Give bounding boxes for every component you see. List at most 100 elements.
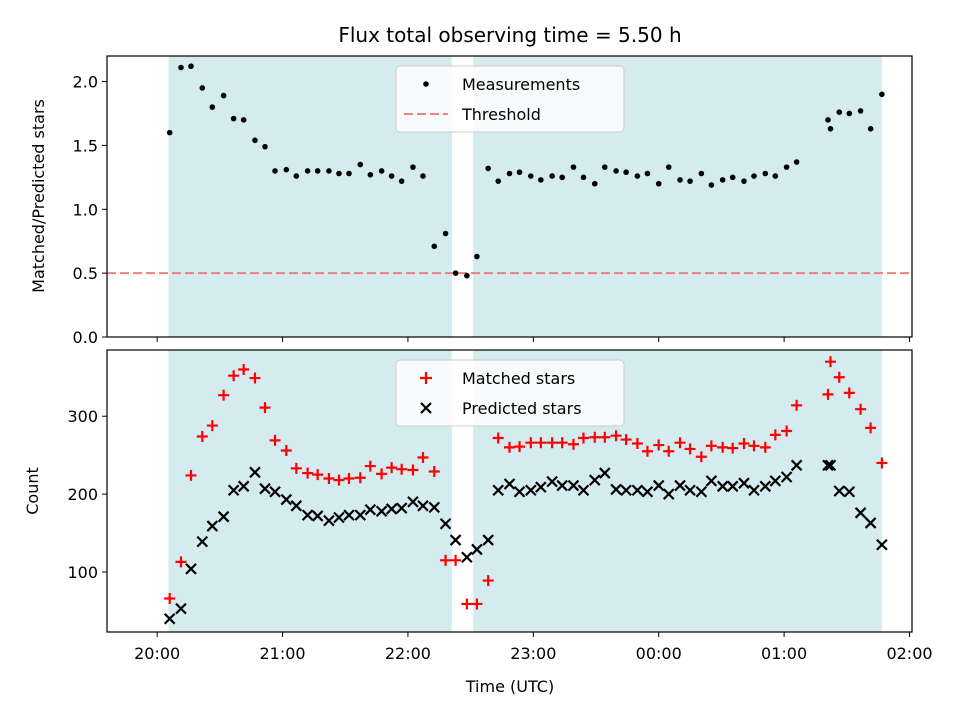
measurement-point — [516, 169, 523, 176]
measurement-point — [367, 171, 374, 178]
predicted-point — [588, 474, 601, 486]
x-tick-label: 20:00 — [134, 644, 180, 663]
predicted-point — [417, 500, 429, 512]
predicted-point — [790, 459, 803, 472]
matched-point — [876, 457, 888, 469]
matched-point — [228, 370, 240, 382]
matched-point — [302, 467, 314, 479]
measurement-point — [199, 85, 206, 91]
x-tick-label: 21:00 — [259, 644, 305, 663]
legend-label: Matched stars — [462, 369, 575, 388]
measurement-point — [178, 64, 184, 71]
matched-point — [269, 434, 281, 446]
predicted-point — [449, 534, 462, 546]
predicted-point — [824, 459, 837, 472]
predicted-point — [843, 486, 856, 498]
matched-point — [206, 420, 218, 432]
measurement-point — [825, 117, 831, 123]
predicted-point — [535, 481, 547, 493]
predicted-point — [705, 475, 718, 487]
axes-frame — [106, 55, 913, 338]
y-tick-label: 200 — [67, 485, 98, 504]
measurement-point — [464, 272, 470, 279]
predicted-point — [227, 484, 240, 496]
matched-point — [589, 431, 601, 443]
matched-point — [354, 472, 366, 484]
matched-point — [822, 388, 834, 400]
predicted-point — [769, 475, 782, 487]
measurement-point — [293, 173, 300, 179]
measurement-point — [836, 109, 843, 115]
predicted-point — [620, 484, 632, 496]
matched-point — [865, 422, 877, 434]
matched-point — [781, 425, 793, 437]
measurement-point — [719, 177, 726, 183]
measurement-point — [783, 164, 790, 170]
measurement-point — [252, 137, 258, 144]
matched-point — [824, 356, 836, 368]
legend: Matched stars Predicted stars — [395, 359, 625, 427]
matched-point — [610, 430, 622, 442]
predicted-point — [407, 496, 419, 508]
predicted-point — [395, 502, 408, 514]
predicted-point — [546, 475, 558, 488]
matched-point — [492, 432, 504, 444]
measurement-point — [495, 178, 502, 184]
ratio-panel: 0.0 0.5 1.0 1.5 2.0 Measurements Threshold — [73, 55, 913, 347]
matched-point — [653, 439, 665, 451]
measurement-point — [283, 166, 290, 173]
matched-point — [855, 403, 867, 415]
predicted-point — [163, 612, 176, 625]
measurement-point — [772, 173, 779, 179]
measurement-point — [262, 143, 268, 150]
matched-point — [333, 474, 345, 486]
matched-point — [343, 473, 355, 485]
matched-point — [428, 466, 440, 478]
matched-point — [376, 468, 388, 480]
measurement-point — [741, 178, 747, 184]
predicted-point — [259, 482, 271, 495]
measurement-point — [687, 178, 693, 184]
predicted-point — [471, 543, 483, 556]
matched-point — [556, 437, 568, 449]
predicted-point — [280, 493, 293, 506]
measurement-point — [388, 173, 395, 179]
measurement-point — [442, 230, 449, 237]
measurement-point — [601, 164, 608, 170]
legend-box — [395, 359, 625, 427]
measurement-point — [346, 170, 352, 177]
measurement-point — [410, 164, 416, 170]
measurement-point — [591, 180, 598, 187]
measurement-point — [506, 170, 513, 177]
matched-point — [196, 430, 208, 442]
predicted-point — [695, 486, 708, 498]
predicted-point — [716, 480, 729, 493]
matched-point — [323, 473, 335, 485]
measurement-point — [452, 270, 459, 276]
predicted-point — [237, 480, 250, 493]
measurement-point — [623, 169, 629, 176]
predicted-point — [876, 538, 888, 551]
predicted-point — [567, 479, 580, 492]
measurement-point — [677, 177, 683, 183]
measurement-point — [762, 170, 769, 177]
legend-label: Measurements — [462, 75, 580, 94]
matched-point — [769, 429, 781, 441]
matched-point — [620, 434, 632, 446]
predicted-point — [652, 479, 665, 492]
y-tick-label: 300 — [67, 407, 98, 426]
predicted-point — [354, 509, 367, 521]
measurement-point — [751, 173, 757, 179]
matched-point — [461, 598, 473, 610]
count-panel: 100 200 300 20:00 21:00 22:00 23:00 00:00 01:00 0… — [67, 350, 933, 663]
matched-point — [290, 462, 302, 474]
predicted-point — [301, 509, 314, 521]
x-tick-label: 22:00 — [385, 644, 431, 663]
matched-point — [599, 431, 611, 443]
predicted-point — [492, 484, 504, 496]
measurement-point — [485, 165, 491, 172]
measurement-point — [655, 180, 662, 187]
measurement-point — [846, 110, 853, 117]
predicted-point — [196, 535, 209, 548]
